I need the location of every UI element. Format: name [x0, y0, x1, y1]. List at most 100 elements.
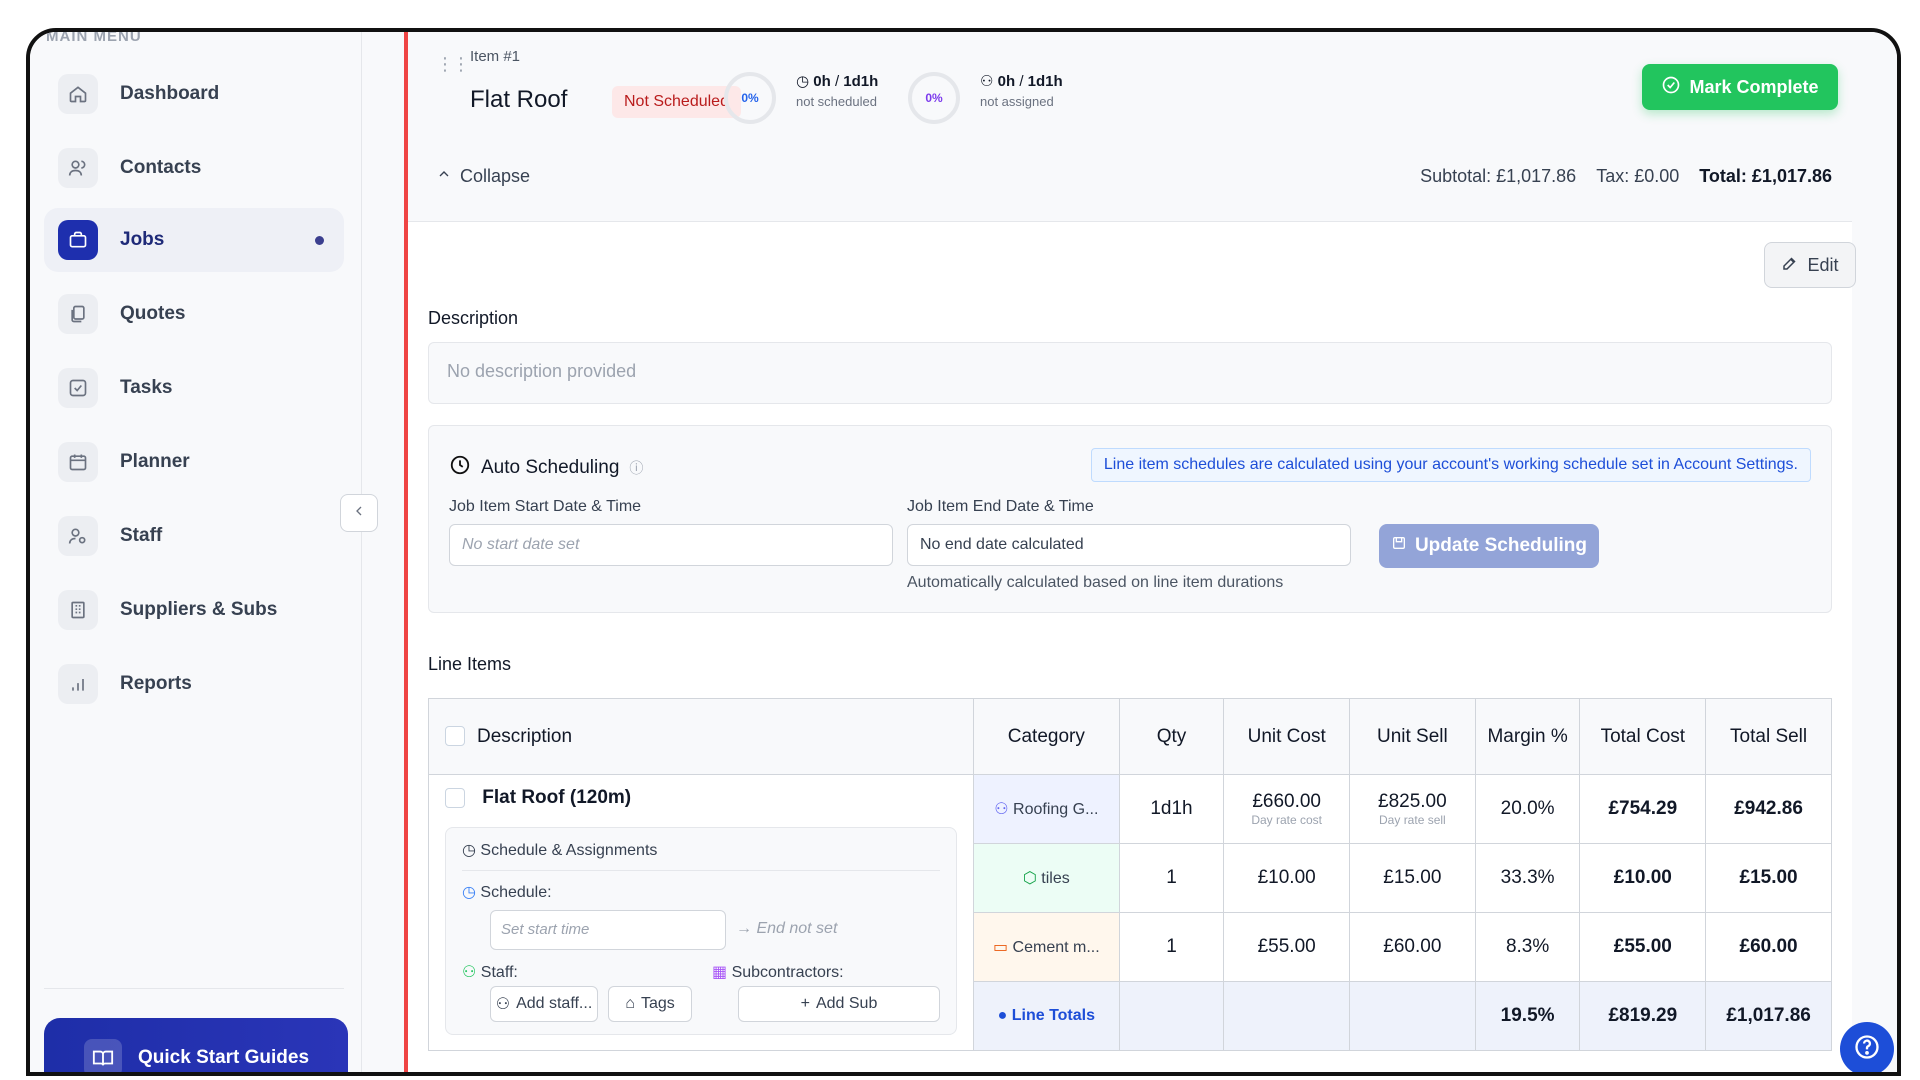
users-icon: ⚇: [462, 964, 481, 981]
staff-label: ⚇ Staff:: [462, 962, 518, 982]
arrow-right-icon: →: [736, 920, 757, 937]
totals-margin-cell: 19.5%: [1474, 981, 1581, 1051]
schedule-hours: ◷ 0h / 1d1h not scheduled: [796, 72, 878, 109]
sidebar-item-tasks[interactable]: Tasks: [44, 356, 344, 420]
sidebar-item-contacts[interactable]: Contacts: [44, 136, 344, 200]
category-material: ⬡ tiles: [1023, 870, 1070, 887]
sidebar-item-staff[interactable]: Staff: [44, 504, 344, 568]
description-box: No description provided: [428, 342, 1832, 404]
start-date-label: Job Item Start Date & Time: [449, 498, 642, 515]
staff-label-text: Staff:: [480, 964, 518, 981]
check-circle-icon: [1661, 75, 1681, 100]
col-margin: Margin %: [1474, 698, 1581, 775]
total-cost-cell: £10.00: [1579, 843, 1707, 913]
mark-complete-button[interactable]: Mark Complete: [1642, 64, 1838, 110]
assign-progress-ring: 0%: [908, 72, 960, 124]
hours-separator: /: [1019, 73, 1024, 90]
clock-icon: [449, 454, 471, 482]
update-scheduling-button[interactable]: Update Scheduling: [1379, 524, 1599, 568]
set-start-time-input[interactable]: Set start time: [490, 910, 726, 950]
hours-separator: /: [834, 73, 840, 90]
add-sub-button[interactable]: + Add Sub: [738, 986, 940, 1022]
sidebar-item-suppliers[interactable]: Suppliers & Subs: [44, 578, 344, 642]
sidebar-item-dashboard[interactable]: Dashboard: [44, 62, 344, 126]
clock-icon: ◷: [462, 884, 481, 901]
calendar-icon: [58, 442, 98, 482]
add-sub-label: Add Sub: [815, 995, 878, 1012]
col-qty: Qty: [1118, 698, 1225, 775]
row-checkbox[interactable]: [445, 787, 465, 808]
line-item-description-cell: Flat Roof (120m) ◷ Schedule & Assignment…: [428, 774, 974, 1051]
info-icon[interactable]: ⓘ: [629, 460, 644, 476]
box-icon: ⬡: [1022, 870, 1042, 887]
book-icon: [84, 1039, 122, 1072]
add-staff-label: Add staff...: [516, 995, 593, 1012]
users-icon: ⚇: [994, 801, 1014, 818]
total-sell-cell: £60.00: [1705, 912, 1832, 982]
empty-cell: [1223, 981, 1351, 1051]
truck-icon: ▭: [992, 939, 1013, 956]
end-not-set-text: End not set: [756, 920, 838, 937]
main-content: ⋮⋮ Item #1 Flat Roof Not Scheduled 0% ◷ …: [362, 32, 1897, 1072]
add-staff-button[interactable]: ⚇ Add staff...: [490, 986, 598, 1022]
total-cost-cell: £754.29: [1579, 774, 1707, 844]
edit-button[interactable]: Edit: [1764, 242, 1856, 288]
clock-icon: ◷: [796, 73, 810, 90]
scheduling-help-text: Automatically calculated based on line i…: [907, 574, 1284, 591]
home-icon: [58, 74, 98, 114]
unit-cost-note: Day rate cost: [1251, 813, 1323, 827]
job-item-card: ⋮⋮ Item #1 Flat Roof Not Scheduled 0% ◷ …: [404, 32, 1856, 1072]
quick-start-guides-button[interactable]: Quick Start Guides: [44, 1018, 348, 1072]
category-cell: ▭ Cement m...: [973, 912, 1120, 982]
collapse-label: Collapse: [460, 166, 531, 186]
users-icon: [58, 148, 98, 188]
tags-button[interactable]: ⌂ Tags: [608, 986, 692, 1022]
auto-scheduling-title: Auto Scheduling ⓘ: [449, 454, 643, 482]
line-items-table: Description Category Qty Unit Cost Unit …: [428, 698, 1832, 1051]
building-icon: [58, 590, 98, 630]
auto-scheduling-panel: Auto Scheduling ⓘ Line item schedules ar…: [428, 425, 1832, 613]
drag-handle-icon[interactable]: ⋮⋮: [436, 54, 470, 74]
unit-cost-cell: £55.00: [1223, 912, 1351, 982]
sidebar-item-label: Tasks: [120, 377, 173, 398]
schedule-assignments-panel: ◷ Schedule & Assignments ◷ Schedule: Set…: [445, 827, 957, 1035]
schedule-progress-value: 0%: [741, 91, 759, 105]
documents-icon: [58, 294, 98, 334]
tag-icon: ⌂: [625, 995, 635, 1012]
tags-label: Tags: [640, 995, 675, 1012]
start-date-field[interactable]: No start date set: [449, 524, 893, 566]
col-unit-sell: Unit Sell: [1349, 698, 1476, 775]
sidebar-item-reports[interactable]: Reports: [44, 652, 344, 716]
line-totals-label-cell: ● Line Totals: [973, 981, 1120, 1051]
total-hours: 1d1h: [843, 73, 879, 90]
sidebar-collapse-button[interactable]: [340, 494, 378, 532]
select-all-checkbox[interactable]: [445, 726, 465, 747]
active-indicator-dot: [315, 235, 324, 245]
col-total-cost: Total Cost: [1579, 698, 1707, 775]
category-text: Roofing G...: [1013, 801, 1099, 818]
table-row: ▭ Cement m... 1 £55.00 £60.00 8.3% £55.0…: [429, 912, 1832, 982]
sidebar-section-label: MAIN MENU: [46, 28, 142, 45]
total: Total: £1,017.86: [1699, 166, 1832, 186]
schedule-hours-sub: not scheduled: [796, 94, 877, 109]
unit-cost-cell: £660.00 Day rate cost: [1223, 774, 1351, 844]
building-icon: ▦: [712, 964, 732, 981]
edit-label: Edit: [1807, 254, 1839, 275]
qty-cell: 1d1h: [1118, 774, 1225, 844]
unit-sell-cell: £60.00: [1349, 912, 1476, 982]
collapse-toggle[interactable]: Collapse: [436, 166, 530, 187]
update-scheduling-label: Update Scheduling: [1414, 535, 1588, 556]
question-icon: [1853, 1033, 1881, 1066]
item-totals: Subtotal: £1,017.86 Tax: £0.00 Total: £1…: [1420, 166, 1832, 187]
sidebar-item-planner[interactable]: Planner: [44, 430, 344, 494]
category-cell: ⚇ Roofing G...: [973, 774, 1120, 844]
help-button[interactable]: [1840, 1022, 1894, 1072]
sidebar-item-jobs[interactable]: Jobs: [44, 208, 344, 272]
sidebar-divider: [44, 988, 344, 989]
sidebar-item-label: Contacts: [120, 157, 202, 178]
user-gear-icon: [58, 516, 98, 556]
sidebar-item-quotes[interactable]: Quotes: [44, 282, 344, 346]
line-items-title: Line Items: [428, 654, 512, 674]
col-category: Category: [973, 698, 1120, 775]
sidebar-item-label: Reports: [120, 673, 192, 694]
